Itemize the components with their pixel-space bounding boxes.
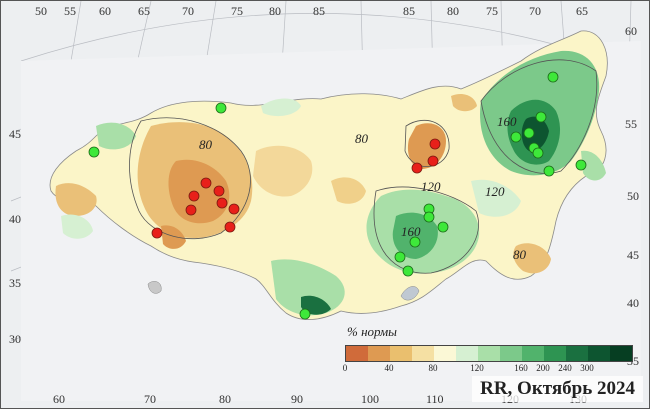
station-marker (510, 131, 522, 143)
svg-text:90: 90 (291, 392, 303, 406)
legend-tick: 200 (536, 363, 550, 373)
isolines (129, 59, 598, 274)
svg-text:65: 65 (576, 4, 588, 18)
contour-label: 160 (401, 224, 421, 239)
legend-swatch (434, 346, 456, 361)
legend-tick: 240 (558, 363, 572, 373)
legend-swatch (412, 346, 434, 361)
station-marker (213, 185, 225, 197)
legend-swatch (390, 346, 412, 361)
svg-text:85: 85 (313, 4, 325, 18)
svg-text:70: 70 (182, 4, 194, 18)
legend-title: % нормы (347, 324, 397, 339)
legend-swatch (610, 346, 632, 361)
legend-swatch (346, 346, 368, 361)
svg-text:40: 40 (9, 212, 21, 226)
legend-swatch (368, 346, 390, 361)
svg-text:60: 60 (53, 392, 65, 406)
svg-text:70: 70 (529, 4, 541, 18)
contour-label: 80 (199, 137, 213, 152)
legend-tick: 80 (428, 363, 438, 373)
svg-text:45: 45 (627, 248, 639, 262)
left-latitude-labels: 45 40 35 30 (9, 127, 21, 346)
station-marker (427, 155, 439, 167)
legend-swatch (588, 346, 610, 361)
station-marker (429, 138, 441, 150)
svg-text:60: 60 (625, 24, 637, 38)
station-marker (200, 177, 212, 189)
station-marker (523, 127, 535, 139)
station-marker (394, 251, 406, 263)
station-marker (402, 265, 414, 277)
svg-text:30: 30 (9, 332, 21, 346)
svg-text:65: 65 (138, 4, 150, 18)
svg-text:80: 80 (447, 4, 459, 18)
svg-text:50: 50 (627, 189, 639, 203)
svg-text:80: 80 (269, 4, 281, 18)
legend-color-bar (345, 345, 633, 362)
legend-swatch (566, 346, 588, 361)
svg-text:35: 35 (9, 276, 21, 290)
station-marker (228, 203, 240, 215)
legend-tick: 160 (514, 363, 528, 373)
legend-swatch (500, 346, 522, 361)
svg-text:80: 80 (219, 392, 231, 406)
svg-text:75: 75 (486, 4, 498, 18)
contour-label: 80 (513, 247, 527, 262)
right-latitude-labels: 60 55 50 45 40 35 (625, 24, 639, 368)
station-marker (547, 71, 559, 83)
station-marker (88, 146, 100, 158)
station-marker (215, 102, 227, 114)
contour-label: 120 (421, 179, 441, 194)
station-marker (188, 190, 200, 202)
station-marker (535, 111, 547, 123)
svg-text:45: 45 (9, 127, 21, 141)
svg-text:55: 55 (64, 4, 76, 18)
svg-text:50: 50 (35, 4, 47, 18)
svg-text:70: 70 (144, 392, 156, 406)
station-marker (409, 236, 421, 248)
station-marker (299, 308, 311, 320)
legend-ticks: 0 40 80 120 160 200 240 300 (342, 363, 615, 375)
legend-tick: 300 (580, 363, 594, 373)
contour-label: 80 (355, 131, 369, 146)
svg-text:85: 85 (403, 4, 415, 18)
contour-label: 120 (485, 184, 505, 199)
legend-swatch (478, 346, 500, 361)
station-marker (423, 211, 435, 223)
green-stations (88, 71, 587, 320)
legend-tick: 0 (342, 363, 348, 373)
station-marker (575, 159, 587, 171)
station-marker (185, 204, 197, 216)
station-marker (437, 221, 449, 233)
station-marker (224, 221, 236, 233)
svg-text:40: 40 (627, 296, 639, 310)
red-stations (151, 138, 441, 239)
svg-text:100: 100 (361, 392, 379, 406)
station-marker (151, 227, 163, 239)
station-marker (411, 162, 423, 174)
legend-swatch (456, 346, 478, 361)
legend-swatch (544, 346, 566, 361)
map-title: RR, Октябрь 2024 (472, 376, 643, 402)
station-marker (532, 147, 544, 159)
svg-text:75: 75 (231, 4, 243, 18)
svg-text:55: 55 (625, 117, 637, 131)
legend-tick: 40 (384, 363, 394, 373)
legend-swatch (522, 346, 544, 361)
station-marker (543, 165, 555, 177)
svg-text:110: 110 (426, 392, 444, 406)
station-marker (216, 197, 228, 209)
legend-tick: 120 (470, 363, 484, 373)
contour-label: 160 (497, 114, 517, 129)
svg-text:60: 60 (99, 4, 111, 18)
top-longitude-labels: 50 55 60 65 70 75 80 85 85 80 75 70 65 (35, 4, 588, 18)
